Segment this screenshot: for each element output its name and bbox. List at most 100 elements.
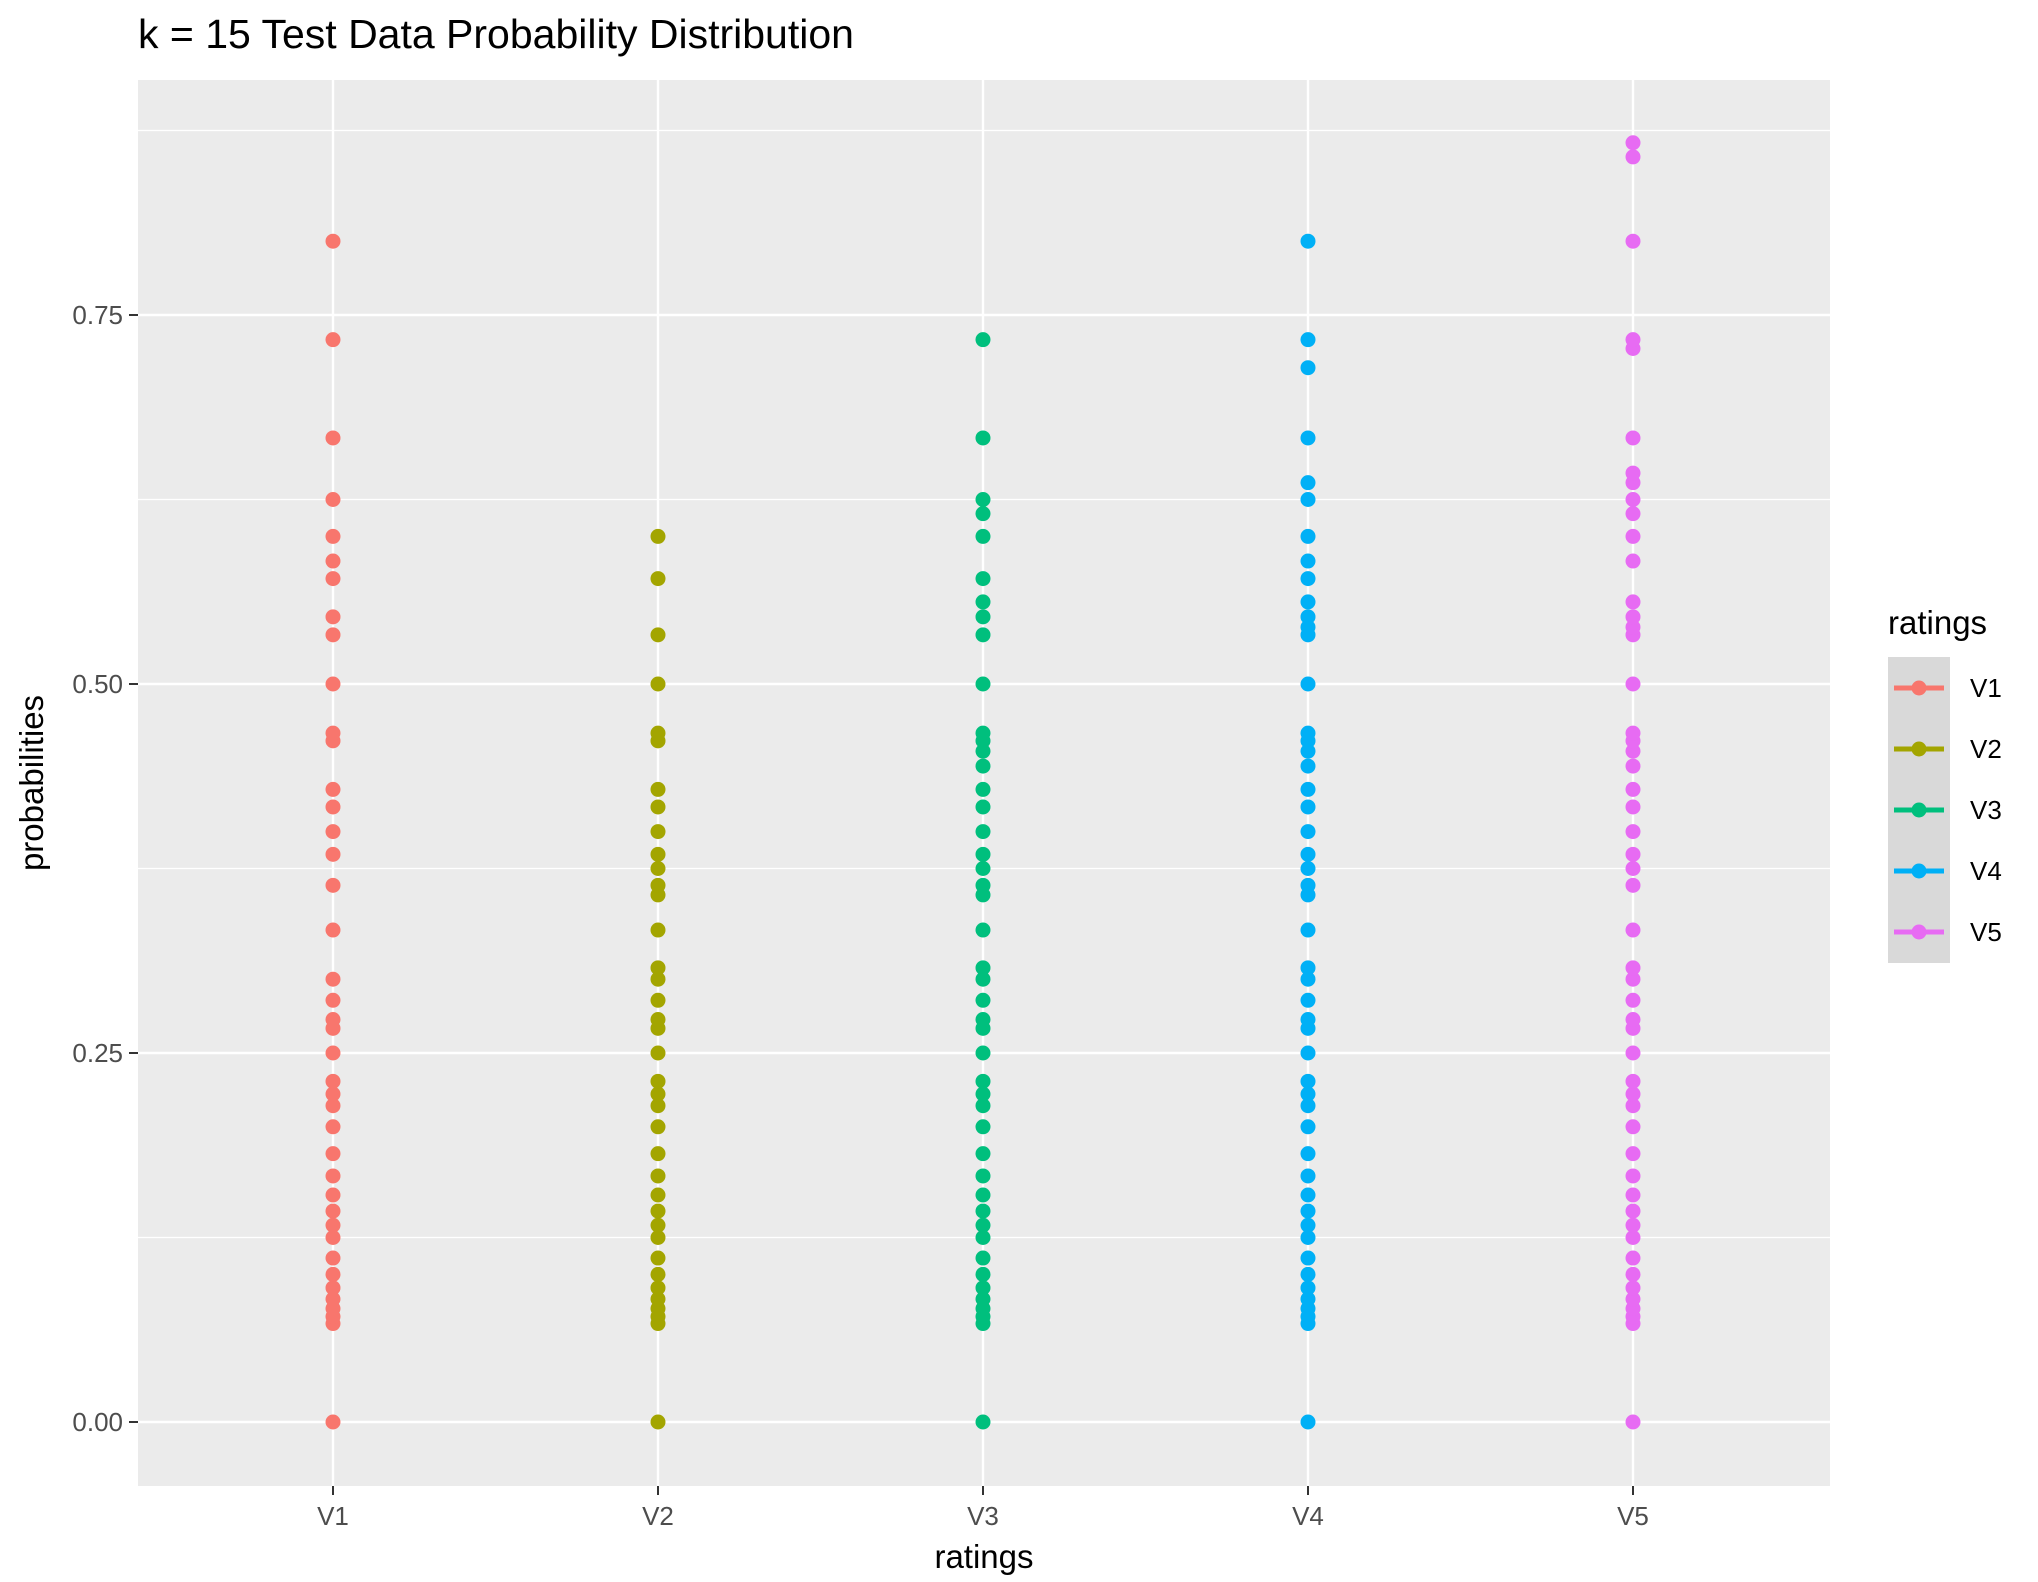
data-point-v5 — [1625, 1414, 1641, 1430]
data-point-v2 — [650, 571, 666, 587]
data-point-v5 — [1625, 1146, 1641, 1162]
data-point-v4 — [1300, 676, 1316, 692]
data-point-v3 — [975, 971, 991, 987]
data-point-v5 — [1625, 1098, 1641, 1114]
data-point-v5 — [1625, 1119, 1641, 1135]
data-point-v4 — [1300, 528, 1316, 544]
data-points — [325, 135, 1641, 1430]
legend-key-point — [1911, 924, 1927, 940]
data-point-v2 — [650, 992, 666, 1008]
data-point-v3 — [975, 332, 991, 348]
data-point-v3 — [975, 960, 991, 976]
data-point-v2 — [650, 824, 666, 840]
data-point-v1 — [325, 528, 341, 544]
data-point-v1 — [325, 1203, 341, 1219]
data-point-v4 — [1300, 1045, 1316, 1061]
data-point-v2 — [650, 1086, 666, 1102]
data-point-v1 — [325, 571, 341, 587]
data-point-v1 — [325, 1291, 341, 1307]
data-point-v2 — [650, 1280, 666, 1296]
data-point-v2 — [650, 1073, 666, 1089]
data-point-v2 — [650, 846, 666, 862]
data-point-v4 — [1300, 571, 1316, 587]
data-point-v5 — [1625, 1280, 1641, 1296]
data-point-v1 — [325, 430, 341, 446]
data-point-v2 — [650, 1011, 666, 1027]
data-point-v5 — [1625, 465, 1641, 481]
y-tick-label: 0.25 — [72, 1038, 123, 1068]
data-point-v1 — [325, 676, 341, 692]
data-point-v3 — [975, 846, 991, 862]
data-point-v4 — [1300, 861, 1316, 876]
data-point-v3 — [975, 1168, 991, 1184]
legend-label: V1 — [1970, 673, 2002, 703]
data-point-v5 — [1625, 743, 1641, 759]
data-point-v4 — [1300, 799, 1316, 815]
data-point-v5 — [1625, 960, 1641, 976]
data-point-v1 — [325, 1045, 341, 1061]
data-point-v3 — [975, 799, 991, 815]
data-point-v3 — [975, 992, 991, 1008]
data-point-v4 — [1300, 1011, 1316, 1027]
data-point-v4 — [1300, 758, 1316, 774]
x-axis: V1 V2 V3 V4 V5 — [317, 1486, 1649, 1531]
data-point-v2 — [650, 1266, 666, 1282]
data-point-v4 — [1300, 743, 1316, 759]
data-point-v2 — [650, 1119, 666, 1135]
data-point-v1 — [325, 1217, 341, 1233]
data-point-v1 — [325, 846, 341, 862]
data-point-v3 — [975, 1011, 991, 1027]
data-point-v2 — [650, 627, 666, 643]
legend-label: V5 — [1970, 917, 2002, 947]
data-point-v1 — [325, 877, 341, 893]
data-point-v3 — [975, 1291, 991, 1307]
data-point-v5 — [1625, 971, 1641, 987]
data-point-v4 — [1300, 922, 1316, 938]
data-point-v3 — [975, 922, 991, 938]
data-point-v2 — [650, 877, 666, 893]
data-point-v1 — [325, 781, 341, 797]
data-point-v4 — [1300, 1414, 1316, 1430]
y-tick-label: 0.00 — [72, 1407, 123, 1437]
data-point-v2 — [650, 528, 666, 544]
data-point-v4 — [1300, 781, 1316, 797]
data-point-v1 — [325, 824, 341, 840]
legend-label: V3 — [1970, 795, 2002, 825]
data-point-v5 — [1625, 861, 1641, 876]
data-point-v5 — [1625, 506, 1641, 522]
data-point-v1 — [325, 1073, 341, 1089]
data-point-v4 — [1300, 1187, 1316, 1203]
x-tick-label: V2 — [642, 1501, 674, 1531]
data-point-v5 — [1625, 619, 1641, 635]
data-point-v2 — [650, 676, 666, 692]
data-point-v1 — [325, 1230, 341, 1245]
data-point-v3 — [975, 1414, 991, 1430]
data-point-v2 — [650, 1146, 666, 1162]
data-point-v3 — [975, 1187, 991, 1203]
data-point-v5 — [1625, 824, 1641, 840]
data-point-v3 — [975, 758, 991, 774]
data-point-v4 — [1300, 960, 1316, 976]
data-point-v3 — [975, 492, 991, 507]
data-point-v4 — [1300, 824, 1316, 840]
data-point-v3 — [975, 430, 991, 446]
x-tick-label: V3 — [967, 1501, 999, 1531]
data-point-v2 — [650, 960, 666, 976]
data-point-v5 — [1625, 492, 1641, 507]
data-point-v4 — [1300, 430, 1316, 446]
data-point-v5 — [1625, 877, 1641, 893]
data-point-v4 — [1300, 1266, 1316, 1282]
data-point-v3 — [975, 725, 991, 741]
data-point-v5 — [1625, 758, 1641, 774]
data-point-v1 — [325, 332, 341, 348]
data-point-v3 — [975, 1146, 991, 1162]
data-point-v3 — [975, 1280, 991, 1296]
data-point-v1 — [325, 1168, 341, 1184]
data-point-v5 — [1625, 992, 1641, 1008]
data-point-v3 — [975, 877, 991, 893]
data-point-v5 — [1625, 1266, 1641, 1282]
data-point-v1 — [325, 922, 341, 938]
data-point-v4 — [1300, 332, 1316, 348]
data-point-v2 — [650, 1098, 666, 1114]
